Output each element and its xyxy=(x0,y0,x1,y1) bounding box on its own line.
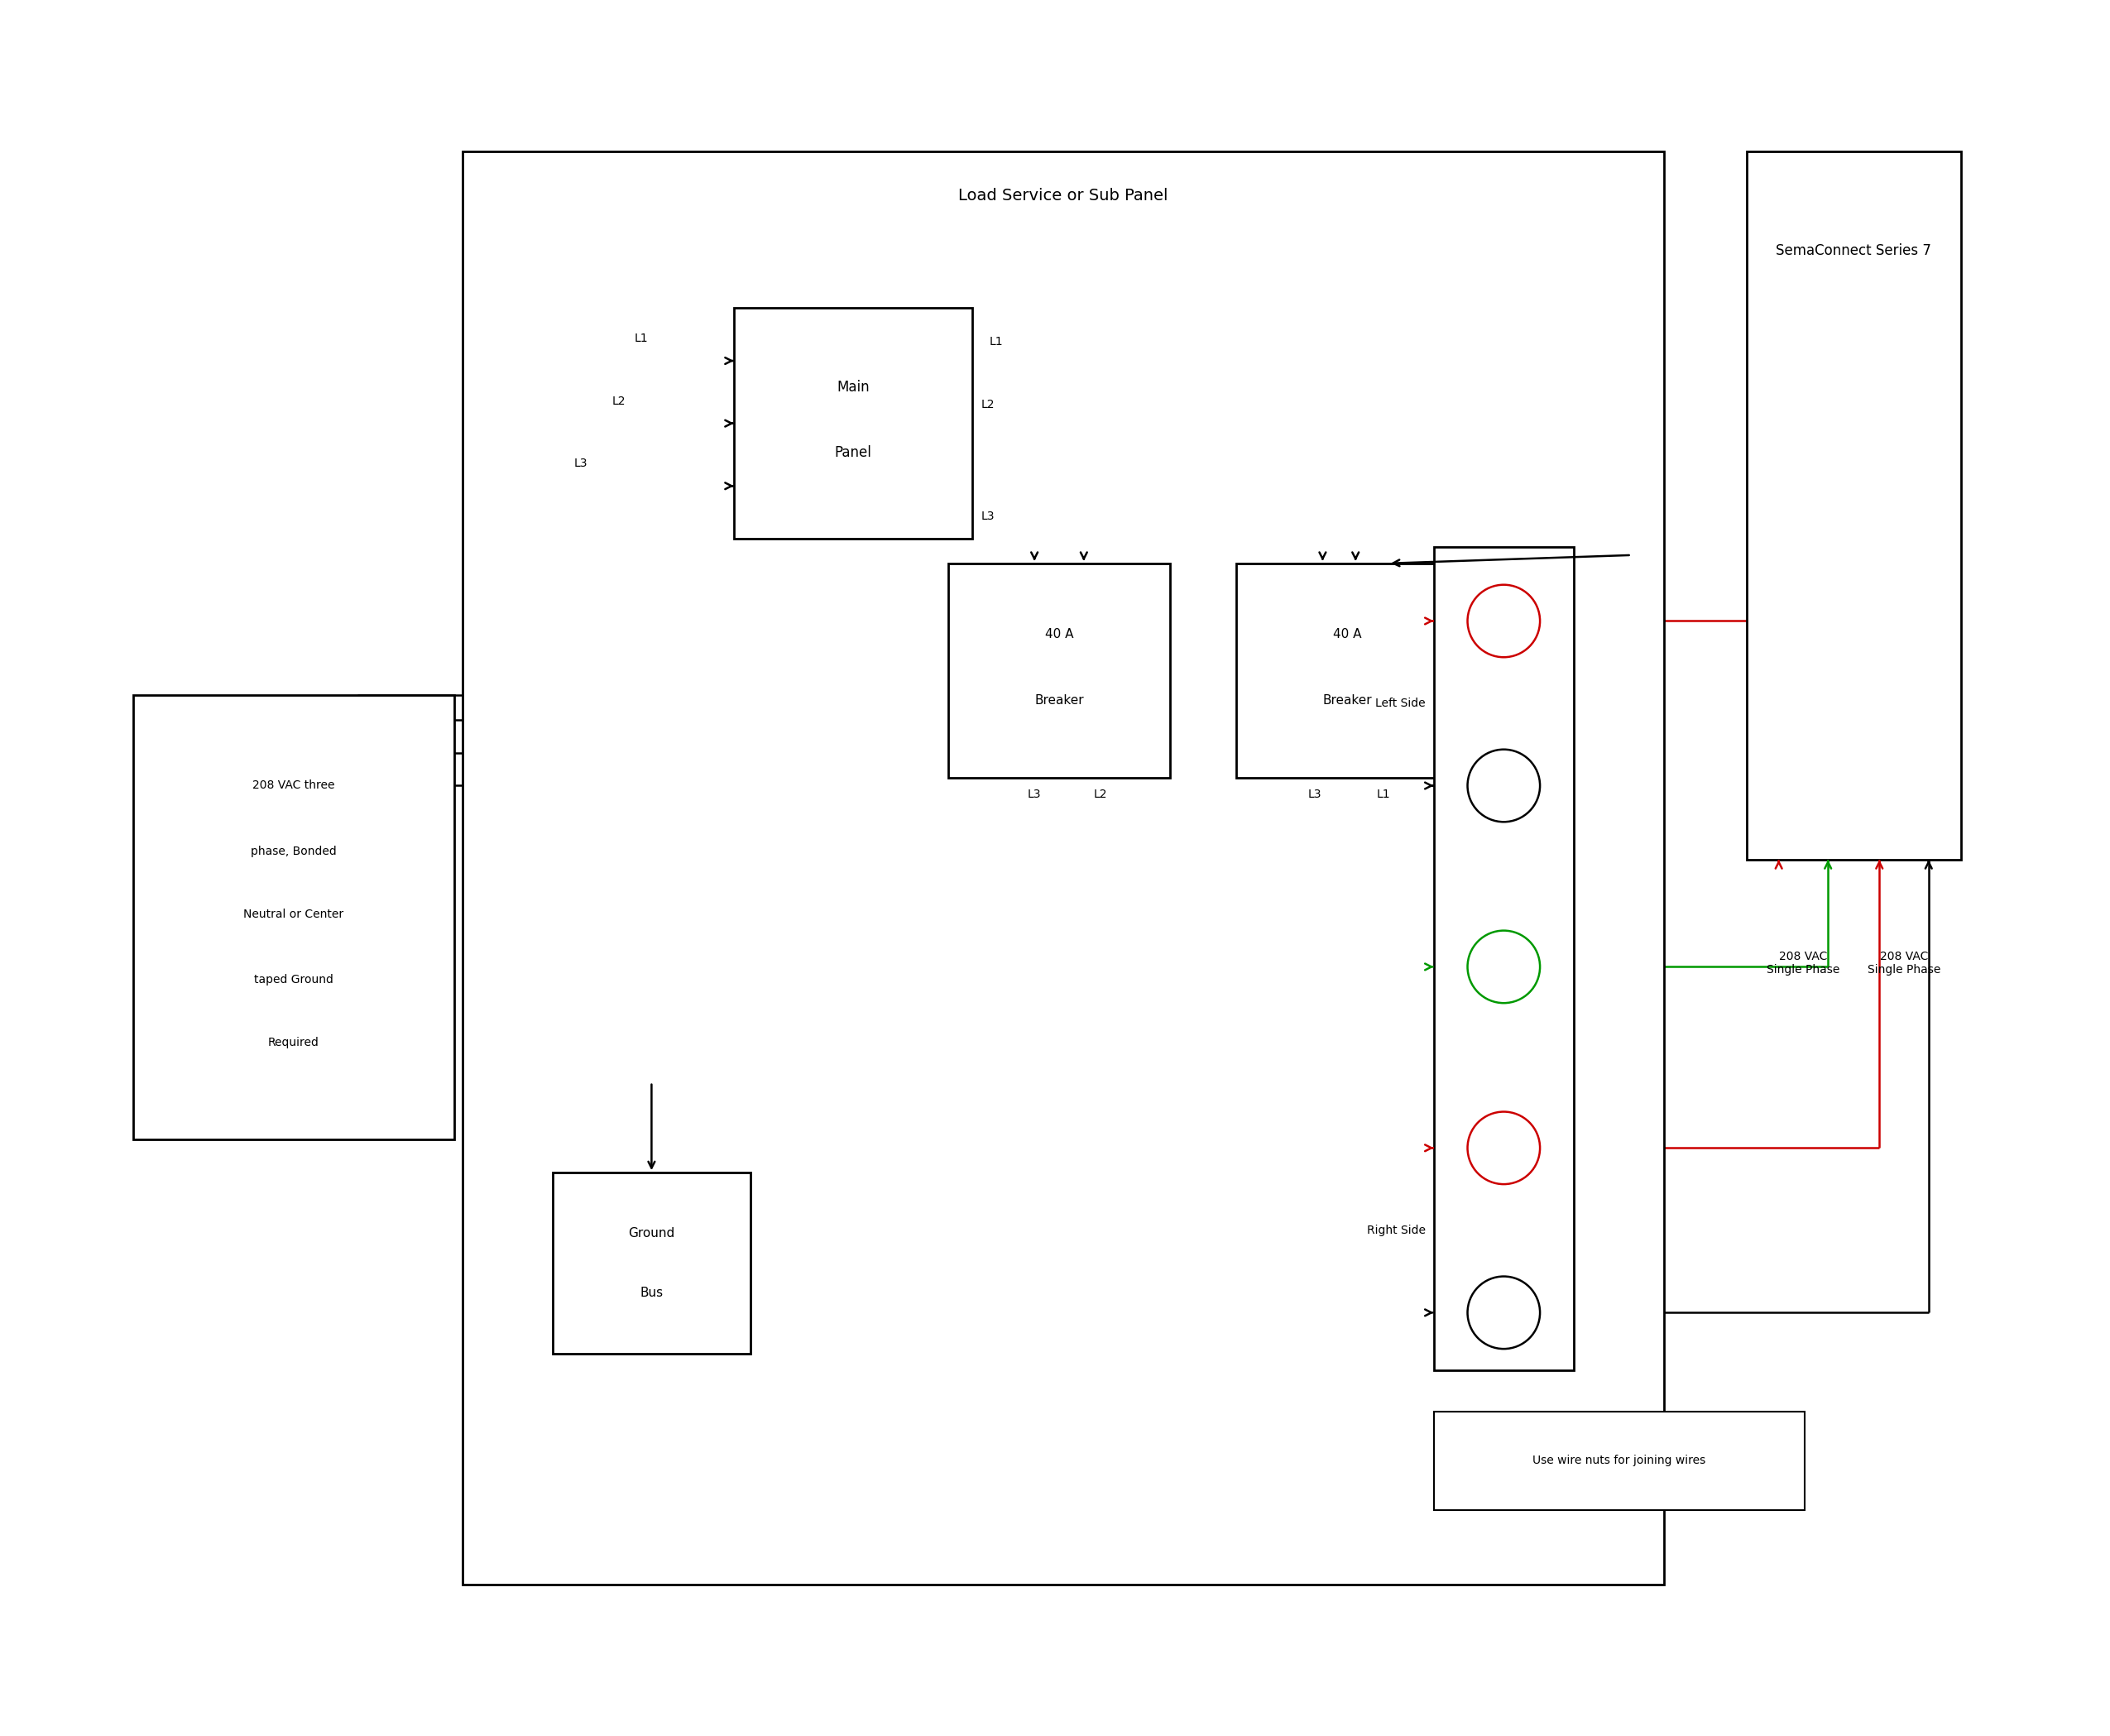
Text: Neutral or Center: Neutral or Center xyxy=(243,908,344,920)
Bar xyxy=(1435,547,1574,1370)
Bar xyxy=(1435,1411,1804,1510)
Text: Load Service or Sub Panel: Load Service or Sub Panel xyxy=(958,187,1169,203)
Text: 208 VAC
Single Phase: 208 VAC Single Phase xyxy=(1766,950,1840,976)
Text: Main: Main xyxy=(838,380,869,394)
Text: L2: L2 xyxy=(1093,788,1108,800)
Text: Panel: Panel xyxy=(836,446,871,460)
Text: 208 VAC three: 208 VAC three xyxy=(253,779,335,792)
Text: L3: L3 xyxy=(1308,788,1321,800)
Text: L2: L2 xyxy=(612,396,625,406)
Text: 208 VAC
Single Phase: 208 VAC Single Phase xyxy=(1867,950,1941,976)
Bar xyxy=(734,307,973,538)
Text: SemaConnect Series 7: SemaConnect Series 7 xyxy=(1777,243,1931,259)
Text: Breaker: Breaker xyxy=(1034,694,1085,707)
Text: Ground: Ground xyxy=(629,1227,675,1240)
Bar xyxy=(553,1172,751,1354)
Text: Bus: Bus xyxy=(639,1286,663,1299)
Text: L2: L2 xyxy=(981,399,994,410)
Text: 40 A: 40 A xyxy=(1334,628,1361,641)
Text: Left Side: Left Side xyxy=(1376,698,1426,708)
Text: 40 A: 40 A xyxy=(1044,628,1074,641)
Text: L1: L1 xyxy=(635,333,648,344)
Text: Use wire nuts for joining wires: Use wire nuts for joining wires xyxy=(1532,1455,1705,1467)
Bar xyxy=(1747,151,1960,859)
Text: L3: L3 xyxy=(981,510,994,523)
Circle shape xyxy=(1469,750,1540,821)
Text: Right Side: Right Side xyxy=(1367,1224,1426,1236)
Text: Breaker: Breaker xyxy=(1323,694,1372,707)
Bar xyxy=(133,694,454,1141)
Text: taped Ground: taped Ground xyxy=(253,974,333,986)
Text: L1: L1 xyxy=(990,337,1002,347)
Text: phase, Bonded: phase, Bonded xyxy=(251,845,335,858)
Bar xyxy=(1236,564,1458,778)
Text: Required: Required xyxy=(268,1036,319,1049)
Bar xyxy=(462,151,1665,1585)
Text: L1: L1 xyxy=(1376,788,1390,800)
Circle shape xyxy=(1469,1276,1540,1349)
Circle shape xyxy=(1469,585,1540,658)
Circle shape xyxy=(1469,930,1540,1003)
Text: L3: L3 xyxy=(1028,788,1040,800)
Bar xyxy=(947,564,1171,778)
Circle shape xyxy=(1469,1111,1540,1184)
Text: L3: L3 xyxy=(574,458,587,469)
